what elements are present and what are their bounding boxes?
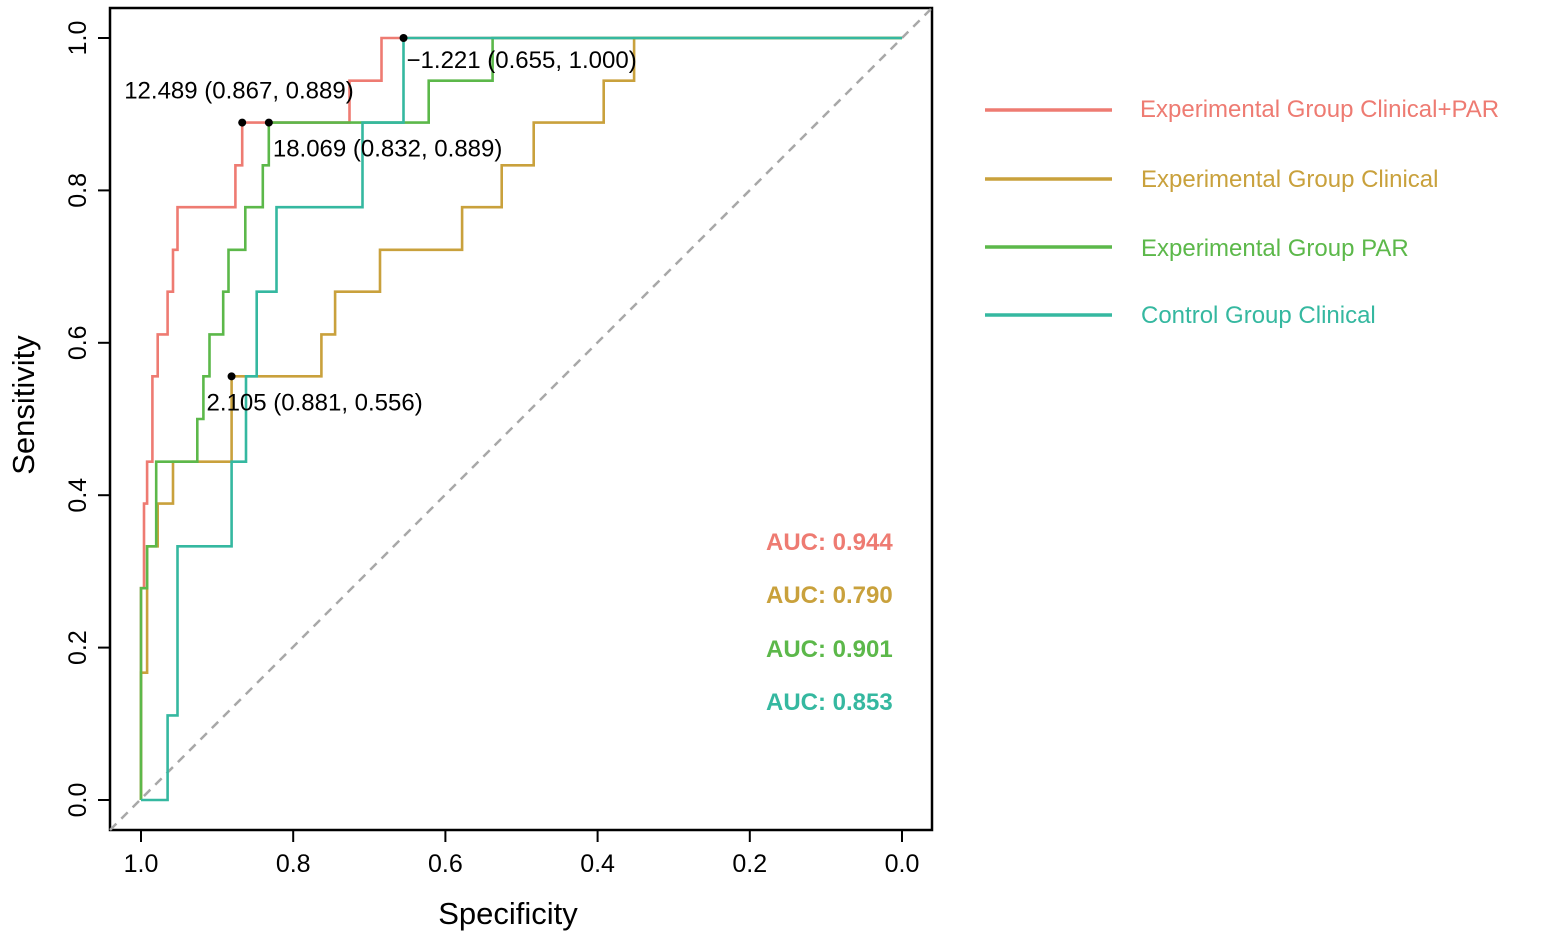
x-tick-label: 0.0 [885,850,920,878]
y-tick-label: 1.0 [64,21,92,56]
auc-labels: AUC: 0.944 AUC: 0.790 AUC: 0.901 AUC: 0.… [766,529,893,716]
legend: Experimental Group Clinical+PAR Experime… [985,96,1499,329]
auc-label-clinical: AUC: 0.790 [766,582,893,609]
x-axis: 1.0 0.8 0.6 0.4 0.2 0.0 [124,830,920,878]
x-tick-label: 0.6 [428,850,463,878]
reference-diagonal-line [109,7,933,831]
auc-label-control-clinical: AUC: 0.853 [766,689,893,716]
y-tick-label: 0.4 [64,478,92,513]
cutoff-point [238,118,247,127]
x-tick-label: 0.2 [732,850,767,878]
y-axis-title: Sensitivity [6,335,41,475]
roc-curve-clinical [139,36,902,800]
cutoff-label: −1.221 (0.655, 1.000) [407,47,637,74]
legend-label-par: Experimental Group PAR [1141,235,1409,262]
legend-label-control-clinical: Control Group Clinical [1141,302,1376,329]
x-tick-label: 0.8 [276,850,311,878]
x-axis-title: Specificity [438,896,578,931]
y-tick-label: 0.6 [64,325,92,360]
plot-frame [108,6,934,832]
y-tick-label: 0.2 [64,630,92,665]
roc-curve-control-clinical [141,36,902,802]
y-axis: 0.0 0.2 0.4 0.6 0.8 1.0 [64,21,110,818]
cutoff-point [227,372,236,381]
cutoff-label: 18.069 (0.832, 0.889) [273,136,503,163]
x-tick-label: 1.0 [124,850,159,878]
legend-label-clinical: Experimental Group Clinical [1141,166,1438,193]
cutoff-point [399,34,408,42]
cutoff-label: 12.489 (0.867, 0.889) [124,78,354,105]
roc-curves [139,36,902,802]
cutoff-annotations: 12.489 (0.867, 0.889) 18.069 (0.832, 0.88… [124,34,637,416]
x-tick-label: 0.4 [580,850,615,878]
auc-label-par: AUC: 0.901 [766,636,893,663]
y-tick-label: 0.8 [64,173,92,208]
cutoff-label: 2.105 (0.881, 0.556) [207,389,423,416]
y-tick-label: 0.0 [64,783,92,818]
legend-label-clinical-par: Experimental Group Clinical+PAR [1140,96,1499,123]
auc-label-clinical-par: AUC: 0.944 [766,529,893,556]
cutoff-point [264,118,273,127]
